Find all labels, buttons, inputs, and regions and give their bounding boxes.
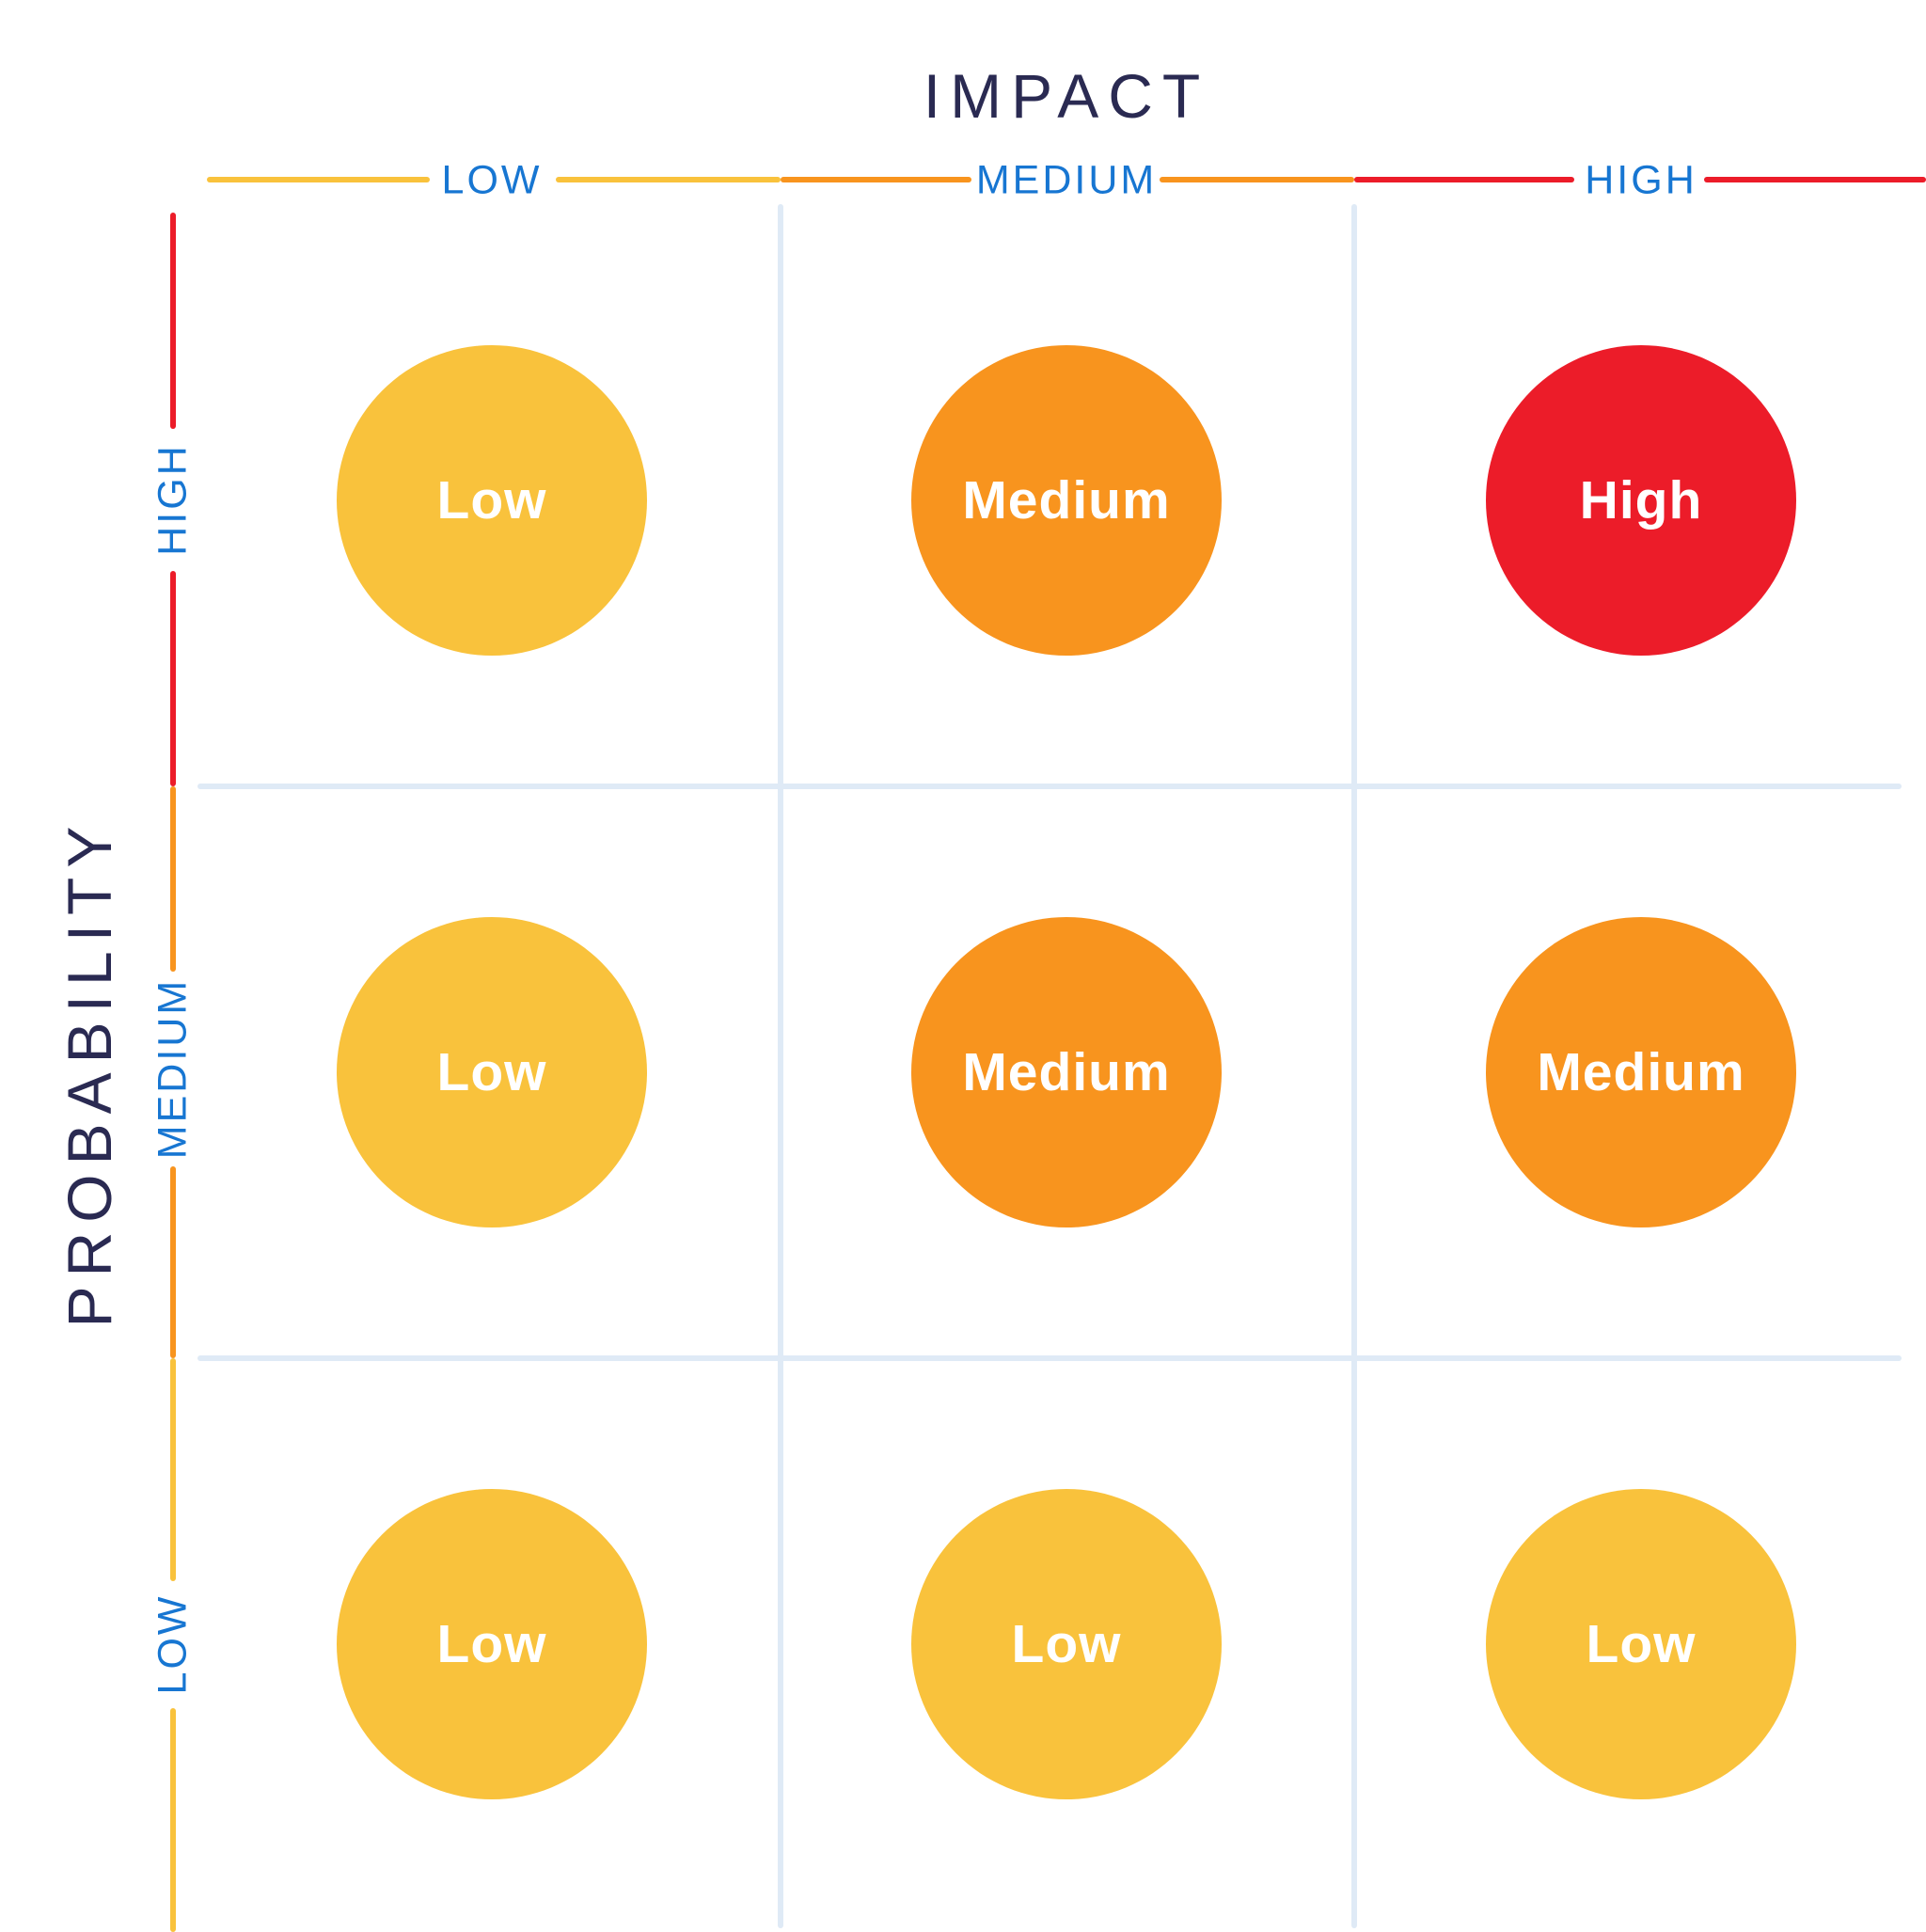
grid-line-horizontal-2 — [197, 1355, 1902, 1361]
probability-level-label-high: HIGH — [150, 443, 196, 556]
impact-level-label-high: HIGH — [1585, 157, 1697, 203]
probability-axis-title: PROBABILITY — [55, 816, 124, 1328]
risk-circle-prob-low-impact-high: Low — [1486, 1489, 1796, 1799]
impact-axis-segment-high-1 — [1354, 177, 1574, 182]
risk-circle-prob-low-impact-medium: Low — [911, 1489, 1222, 1799]
grid-line-vertical-1 — [778, 204, 783, 1928]
grid-line-horizontal-1 — [197, 784, 1902, 789]
probability-axis-segment-high-1 — [170, 213, 176, 429]
probability-axis-segment-medium-1 — [170, 786, 176, 972]
risk-circle-prob-medium-impact-high: Medium — [1486, 917, 1796, 1227]
impact-level-label-low: LOW — [441, 157, 543, 203]
risk-circle-label: Medium — [962, 470, 1171, 531]
impact-axis-segment-low-2 — [556, 177, 781, 182]
impact-axis-segment-low-1 — [207, 177, 430, 182]
probability-axis-segment-medium-2 — [170, 1166, 176, 1358]
impact-level-label-medium: MEDIUM — [975, 157, 1158, 203]
risk-circle-prob-high-impact-high: High — [1486, 345, 1796, 656]
impact-axis-segment-medium-1 — [781, 177, 971, 182]
risk-circle-prob-medium-impact-low: Low — [337, 917, 647, 1227]
probability-level-label-low: LOW — [150, 1593, 196, 1695]
grid-line-vertical-2 — [1351, 204, 1357, 1928]
impact-axis-title: IMPACT — [923, 61, 1210, 131]
risk-circle-label: Medium — [962, 1042, 1171, 1102]
probability-axis-segment-low-1 — [170, 1358, 176, 1581]
risk-circle-prob-medium-impact-medium: Medium — [911, 917, 1222, 1227]
risk-circle-label: Low — [436, 470, 547, 531]
risk-circle-label: Low — [1011, 1614, 1122, 1674]
risk-circle-prob-high-impact-low: Low — [337, 345, 647, 656]
probability-axis-segment-low-2 — [170, 1708, 176, 1932]
probability-level-label-medium: MEDIUM — [150, 977, 196, 1160]
risk-circle-label: Medium — [1537, 1042, 1745, 1102]
risk-circle-label: Low — [1586, 1614, 1697, 1674]
impact-axis-segment-high-2 — [1704, 177, 1926, 182]
risk-circle-label: High — [1579, 470, 1703, 531]
risk-circle-prob-high-impact-medium: Medium — [911, 345, 1222, 656]
probability-axis-segment-high-2 — [170, 571, 176, 786]
risk-circle-prob-low-impact-low: Low — [337, 1489, 647, 1799]
impact-axis-segment-medium-2 — [1160, 177, 1354, 182]
risk-circle-label: Low — [436, 1614, 547, 1674]
risk-circle-label: Low — [436, 1042, 547, 1102]
